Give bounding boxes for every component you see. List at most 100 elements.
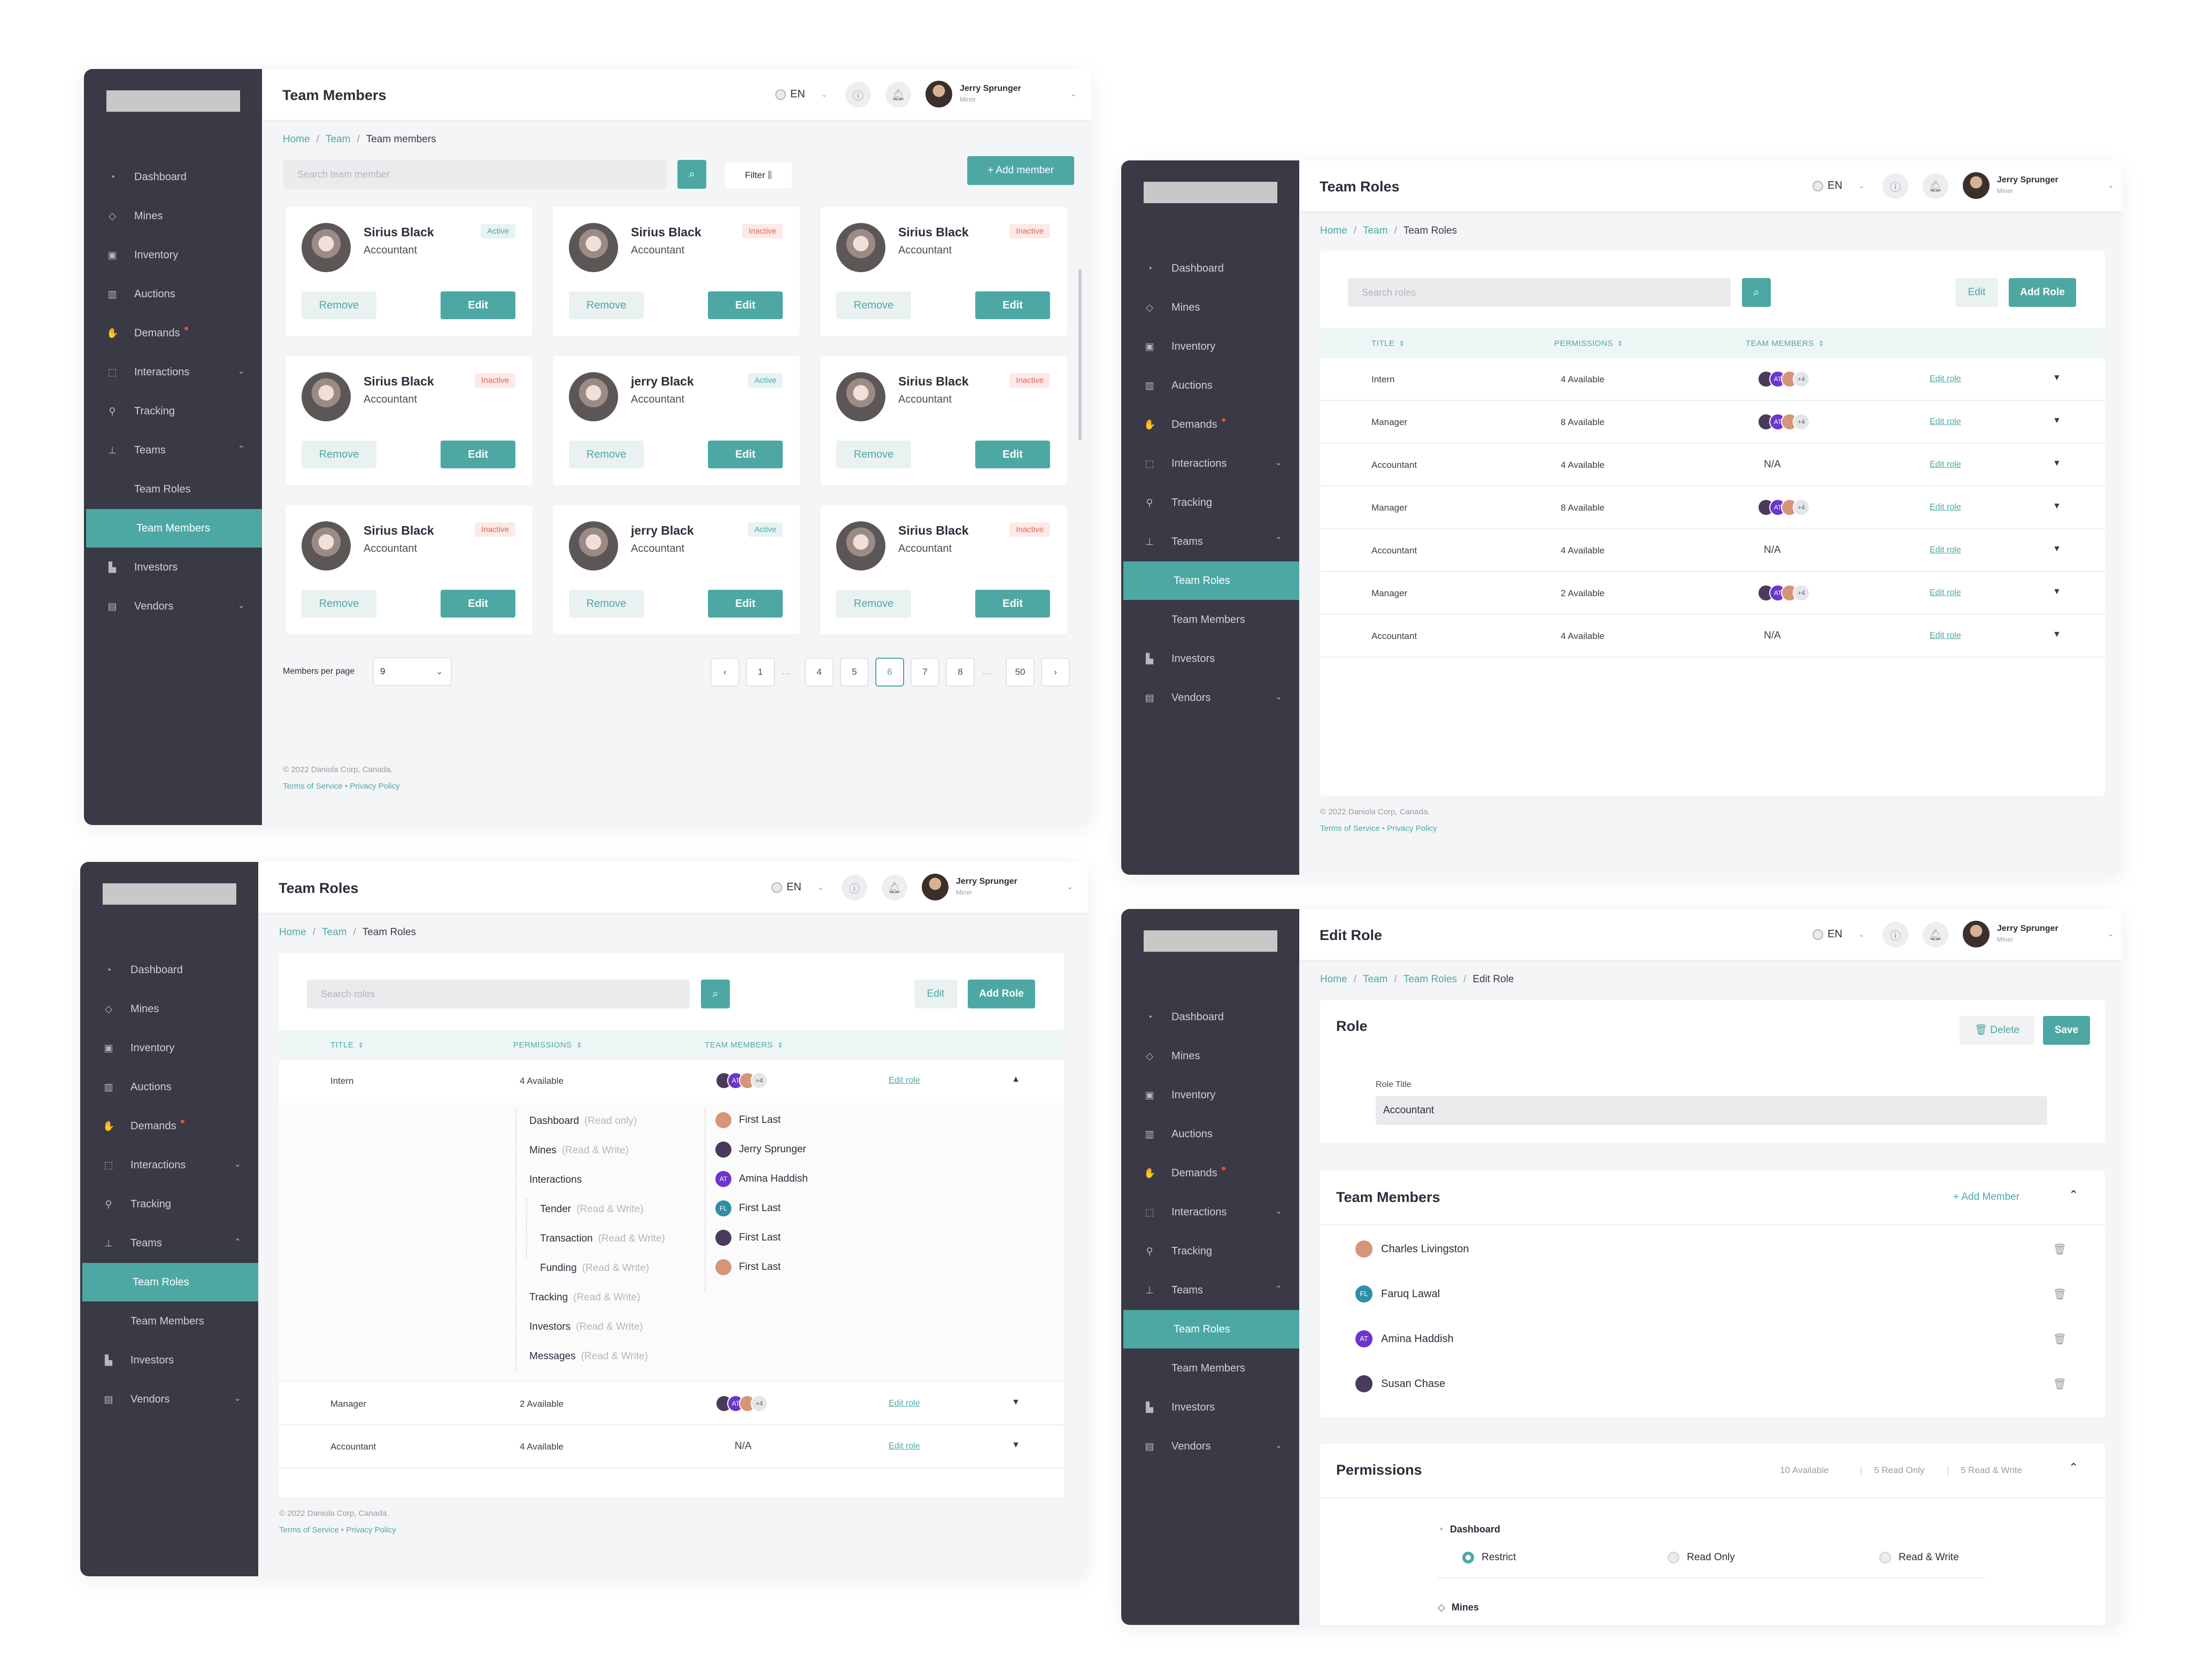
edit-role-link[interactable]: Edit role (1930, 417, 1961, 426)
remove-button[interactable]: Remove (569, 590, 644, 618)
nav-tracking[interactable]: ⚲ Tracking (1121, 1232, 1299, 1270)
nav-vendors[interactable]: ▤ Vendors ⌄ (80, 1380, 258, 1419)
chevron-up-icon[interactable]: ▲ (1012, 1075, 1020, 1084)
edit-button[interactable]: Edit (708, 291, 783, 319)
edit-role-link[interactable]: Edit role (889, 1442, 920, 1451)
table-row[interactable]: Accountant 4 Available N/A Edit role ▼ (1320, 444, 2105, 487)
nav-mines[interactable]: ◇ Mines (84, 197, 262, 235)
nav-interactions[interactable]: ⬚ Interactions ⌄ (1121, 1193, 1299, 1231)
nav-inventory[interactable]: ▣ Inventory (84, 236, 262, 274)
info-button[interactable]: ⓘ (1883, 173, 1908, 199)
nav-demands[interactable]: ✋ Demands (1121, 1154, 1299, 1192)
edit-role-link[interactable]: Edit role (1930, 374, 1961, 383)
table-row[interactable]: Accountant 4 Available N/A Edit role ▼ (279, 1425, 1064, 1468)
privacy-link[interactable]: Privacy Policy (1387, 824, 1437, 833)
table-row[interactable]: Manager 8 Available AT +4 Edit role ▼ (1320, 401, 2105, 444)
nav-vendors[interactable]: ▤ Vendors ⌄ (1121, 1427, 1299, 1466)
chevron-down-icon[interactable]: ▼ (2053, 587, 2061, 596)
nav-mines[interactable]: ◇ Mines (80, 990, 258, 1028)
nav-team-roles[interactable]: Team Roles (1123, 561, 1299, 600)
col-title[interactable]: TITLE ⇕ (1371, 339, 1405, 348)
remove-button[interactable]: Remove (836, 441, 911, 468)
nav-auctions[interactable]: ▥ Auctions (84, 275, 262, 313)
edit-role-link[interactable]: Edit role (889, 1076, 920, 1085)
chevron-up-icon[interactable]: ⌃ (2069, 1461, 2079, 1474)
search-button[interactable]: ⌕ (677, 160, 706, 189)
table-row[interactable]: Accountant 4 Available N/A Edit role ▼ (1320, 529, 2105, 572)
chevron-down-icon[interactable]: ▼ (2053, 373, 2061, 382)
nav-tracking[interactable]: ⚲ Tracking (1121, 483, 1299, 522)
nav-mines[interactable]: ◇ Mines (1121, 1037, 1299, 1075)
prev-page-button[interactable]: ‹ (711, 658, 739, 687)
radio-read-write[interactable]: Read & Write (1879, 1552, 1959, 1563)
radio-read-only[interactable]: Read Only (1668, 1552, 1735, 1563)
edit-button[interactable]: Edit (708, 441, 783, 468)
nav-team-roles[interactable]: Team Roles (134, 483, 191, 495)
nav-investors[interactable]: ▙ Investors (1121, 1388, 1299, 1427)
chevron-down-icon[interactable]: ▼ (2053, 416, 2061, 425)
edit-button[interactable]: Edit (914, 980, 957, 1008)
search-roles-input[interactable]: Search roles (307, 980, 690, 1008)
remove-button[interactable]: Remove (302, 590, 376, 618)
role-title-input[interactable]: Accountant (1376, 1096, 2047, 1125)
edit-button[interactable]: Edit (975, 291, 1050, 319)
per-page-select[interactable]: 9 ⌄ (373, 657, 452, 686)
table-row[interactable]: Accountant 4 Available N/A Edit role ▼ (1320, 615, 2105, 658)
col-permissions[interactable]: PERMISSIONS ⇕ (513, 1041, 583, 1050)
nav-auctions[interactable]: ▥ Auctions (80, 1068, 258, 1106)
nav-team-members[interactable]: Team Members (1171, 1362, 1245, 1374)
nav-teams[interactable]: ⊥ Teams ⌃ (84, 431, 262, 469)
radio-restrict[interactable]: Restrict (1462, 1552, 1516, 1563)
breadcrumb-home[interactable]: Home (1320, 225, 1347, 236)
nav-dashboard[interactable]: ◔ Dashboard (1121, 998, 1299, 1036)
nav-teams[interactable]: ⊥ Teams ⌃ (80, 1224, 258, 1262)
chevron-down-icon[interactable]: ▼ (2053, 630, 2061, 639)
nav-demands[interactable]: ✋ Demands (1121, 405, 1299, 444)
delete-member-icon[interactable]: 🗑︎ (2053, 1334, 2066, 1345)
nav-investors[interactable]: ▙ Investors (1121, 639, 1299, 678)
edit-role-link[interactable]: Edit role (1930, 503, 1961, 512)
delete-member-icon[interactable]: 🗑︎ (2053, 1378, 2066, 1390)
page-button[interactable]: 5 (840, 658, 869, 687)
nav-team-members[interactable]: Team Members (130, 1315, 204, 1327)
terms-link[interactable]: Terms of Service (279, 1525, 339, 1535)
page-button[interactable]: 4 (805, 658, 834, 687)
nav-vendors[interactable]: ▤ Vendors ⌄ (84, 587, 262, 626)
page-button[interactable]: 1 (746, 658, 775, 687)
notifications-button[interactable]: 🔔︎ (1923, 922, 1948, 947)
breadcrumb-home[interactable]: Home (279, 927, 306, 938)
notifications-button[interactable]: 🔔︎ (885, 82, 911, 107)
terms-link[interactable]: Terms of Service (1320, 824, 1380, 833)
table-row-expanded[interactable]: Intern 4 Available AT +4 Edit role ▲ (279, 1060, 1064, 1103)
user-menu-chevron-icon[interactable]: ⌄ (1070, 89, 1077, 98)
delete-member-icon[interactable]: 🗑︎ (2053, 1244, 2066, 1255)
nav-tracking[interactable]: ⚲ Tracking (84, 392, 262, 430)
remove-button[interactable]: Remove (836, 291, 911, 319)
nav-demands[interactable]: ✋ Demands (84, 314, 262, 352)
edit-button[interactable]: Edit (708, 590, 783, 618)
chevron-down-icon[interactable]: ▼ (2053, 544, 2061, 553)
nav-inventory[interactable]: ▣ Inventory (1121, 327, 1299, 366)
page-button[interactable]: 7 (911, 658, 939, 687)
delete-member-icon[interactable]: 🗑︎ (2053, 1289, 2066, 1300)
user-avatar[interactable] (926, 81, 952, 107)
user-avatar[interactable] (922, 874, 949, 900)
search-button[interactable]: ⌕ (701, 980, 730, 1008)
page-button-current[interactable]: 6 (875, 658, 904, 687)
nav-teams[interactable]: ⊥ Teams ⌃ (1121, 1271, 1299, 1309)
add-member-button[interactable]: + Add member (967, 156, 1074, 185)
add-member-link[interactable]: + Add Member (1953, 1191, 2020, 1203)
nav-team-roles[interactable]: Team Roles (1123, 1310, 1299, 1348)
nav-interactions[interactable]: ⬚ Interactions ⌄ (84, 353, 262, 391)
nav-team-roles[interactable]: Team Roles (82, 1263, 258, 1301)
language-selector[interactable]: EN ⌄ (775, 88, 828, 101)
edit-button[interactable]: Edit (441, 441, 515, 468)
nav-teams[interactable]: ⊥ Teams ⌃ (1121, 522, 1299, 561)
nav-inventory[interactable]: ▣ Inventory (1121, 1076, 1299, 1114)
breadcrumb-team[interactable]: Team (1362, 974, 1388, 985)
edit-role-link[interactable]: Edit role (1930, 460, 1961, 469)
edit-role-link[interactable]: Edit role (1930, 545, 1961, 554)
delete-button[interactable]: 🗑︎ Delete (1960, 1016, 2034, 1045)
search-button[interactable]: ⌕ (1742, 278, 1771, 307)
nav-investors[interactable]: ▙ Investors (80, 1341, 258, 1380)
